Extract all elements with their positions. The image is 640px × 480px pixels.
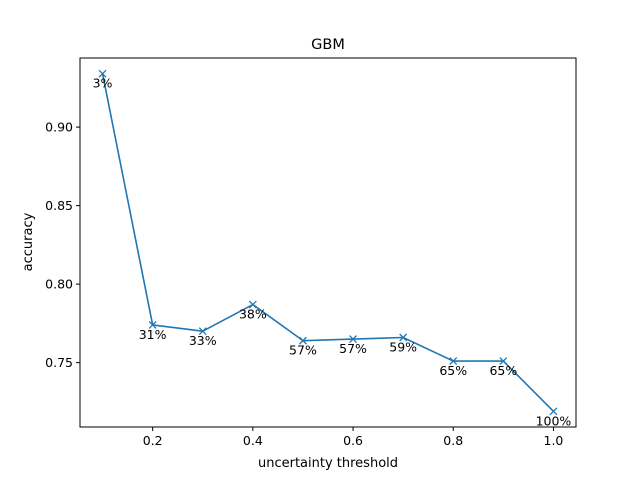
series-line bbox=[101, 73, 555, 412]
y-tick-label: 0.90 bbox=[45, 120, 73, 135]
data-point-marker bbox=[349, 335, 358, 344]
x-tick-label: 1.0 bbox=[544, 433, 564, 448]
x-tick-label: 0.2 bbox=[143, 433, 163, 448]
x-tick-label: 0.6 bbox=[343, 433, 363, 448]
chart-title: GBM bbox=[311, 37, 345, 53]
data-point-label: 59% bbox=[389, 339, 417, 354]
data-point-marker bbox=[399, 333, 408, 342]
data-point-label: 3% bbox=[93, 76, 113, 91]
data-point-marker bbox=[298, 336, 307, 345]
x-tick-label: 0.4 bbox=[243, 433, 263, 448]
data-point-label: 31% bbox=[139, 327, 167, 342]
data-point-label: 33% bbox=[189, 333, 217, 348]
data-point-marker bbox=[98, 69, 107, 78]
data-point-label: 100% bbox=[536, 413, 572, 428]
data-point-marker bbox=[499, 357, 508, 366]
y-tick-label: 0.85 bbox=[45, 198, 73, 213]
data-point-label: 57% bbox=[339, 341, 367, 356]
data-point-label: 38% bbox=[239, 307, 267, 322]
data-point-label: 65% bbox=[489, 363, 517, 378]
axes-frame bbox=[79, 57, 577, 428]
data-point-label: 65% bbox=[439, 363, 467, 378]
data-point-marker bbox=[198, 327, 207, 336]
y-tick-label: 0.80 bbox=[45, 277, 73, 292]
x-axis-label: uncertainty threshold bbox=[258, 456, 398, 471]
data-point-marker bbox=[549, 407, 558, 416]
data-point-marker bbox=[148, 320, 157, 329]
y-tick-label: 0.75 bbox=[45, 355, 73, 370]
plot-area: 0.2 0.4 0.6 0.8 1.0 0.75 0.80 0.85 0.90 3% 31% 33% 3… bbox=[45, 57, 577, 448]
y-axis-label: accuracy bbox=[21, 212, 36, 271]
data-point-marker bbox=[449, 357, 458, 366]
x-tick-label: 0.8 bbox=[443, 433, 463, 448]
data-point-label: 57% bbox=[289, 343, 317, 358]
data-point-marker bbox=[248, 300, 257, 309]
